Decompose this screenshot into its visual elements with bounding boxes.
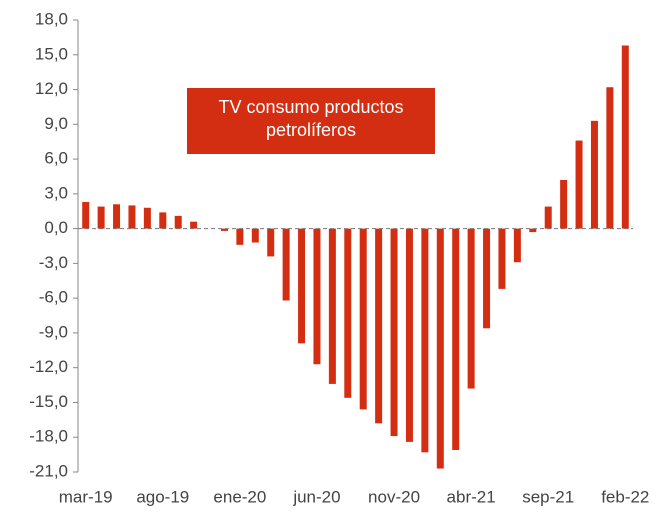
bar (344, 228, 352, 398)
x-tick-label: abr-21 (447, 487, 496, 506)
bar (298, 228, 306, 344)
bar (606, 87, 614, 229)
bar (82, 201, 90, 229)
y-tick-label: -6,0 (39, 288, 68, 307)
y-tick-label: 6,0 (44, 149, 68, 168)
y-tick-label: -12,0 (29, 357, 68, 376)
x-tick-label: ene-20 (213, 487, 266, 506)
bar (483, 228, 491, 329)
bar (128, 205, 136, 229)
bar (421, 228, 429, 453)
bar (590, 120, 598, 229)
y-tick-label: 12,0 (35, 79, 68, 98)
bar (513, 228, 521, 263)
bar (529, 228, 537, 233)
bar (143, 207, 151, 229)
bar (159, 212, 167, 229)
y-tick-label: -15,0 (29, 392, 68, 411)
bar (621, 45, 629, 229)
y-tick-label: -18,0 (29, 427, 68, 446)
bar (575, 140, 583, 229)
bar (174, 215, 182, 229)
bar (282, 228, 290, 301)
bar (328, 228, 336, 384)
bar (190, 221, 198, 229)
y-tick-label: -9,0 (39, 322, 68, 341)
y-tick-label: -3,0 (39, 253, 68, 272)
y-tick-label: 15,0 (35, 44, 68, 63)
bar (436, 228, 444, 469)
bar (467, 228, 475, 389)
bar (544, 206, 552, 229)
bar (97, 206, 105, 229)
bar (236, 228, 244, 245)
bar (267, 228, 275, 257)
y-tick-label: 9,0 (44, 114, 68, 133)
y-tick-label: -21,0 (29, 461, 68, 480)
x-tick-label: jun-20 (292, 487, 340, 506)
bar (498, 228, 506, 289)
x-tick-label: nov-20 (368, 487, 420, 506)
x-tick-label: mar-19 (59, 487, 113, 506)
bar (220, 228, 228, 231)
y-tick-label: 3,0 (44, 183, 68, 202)
bar (375, 228, 383, 424)
bar (390, 228, 398, 437)
x-tick-label: ago-19 (136, 487, 189, 506)
bar (452, 228, 460, 450)
bar (251, 228, 259, 243)
bar (313, 228, 321, 365)
bar (359, 228, 367, 410)
x-tick-label: sep-21 (522, 487, 574, 506)
bar (405, 228, 413, 442)
bar (113, 204, 121, 229)
bar (560, 179, 568, 229)
x-tick-label: feb-22 (601, 487, 649, 506)
y-tick-label: 0,0 (44, 218, 68, 237)
y-tick-label: 18,0 (35, 9, 68, 28)
annotation: TV consumo productos petrolíferos (187, 88, 435, 154)
